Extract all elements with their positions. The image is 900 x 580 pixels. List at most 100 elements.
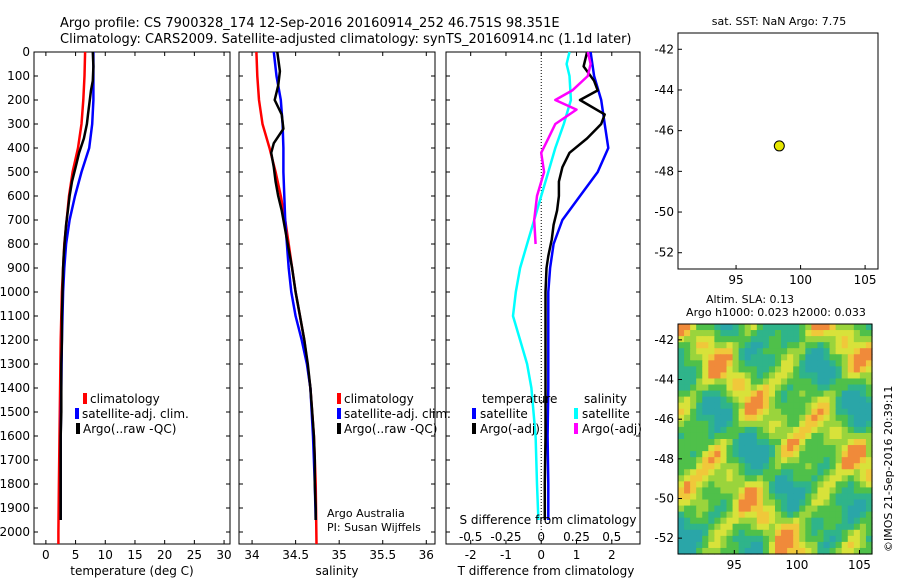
heatmap-cell <box>690 324 697 331</box>
heatmap-cell <box>744 396 752 404</box>
legend-label-satellite: satellite-adj. clim. <box>82 407 189 421</box>
heatmap-cell <box>865 451 873 458</box>
heatmap-cell <box>690 535 697 543</box>
heatmap-cell <box>847 342 855 349</box>
heatmap-cell <box>841 414 849 422</box>
heatmap-cell <box>678 324 685 331</box>
heatmap-cell <box>865 366 873 374</box>
heatmap-cell <box>720 432 728 440</box>
heatmap-cell <box>835 481 843 489</box>
heatmap-cell <box>793 481 800 489</box>
heatmap-cell <box>768 378 776 386</box>
heatmap-cell <box>696 457 703 464</box>
heatmap-cell <box>775 372 782 380</box>
y-tick-label: 1800 <box>0 477 30 491</box>
heatmap-cell <box>762 384 770 392</box>
heatmap-cell <box>678 511 685 519</box>
heatmap-cell <box>768 493 776 501</box>
heatmap-cell <box>762 439 770 446</box>
heatmap-cell <box>781 420 788 428</box>
heatmap-cell <box>720 408 728 416</box>
heatmap-cell <box>811 408 819 416</box>
heatmap-cell <box>690 517 697 525</box>
heatmap-cell <box>738 493 746 501</box>
heatmap-cell <box>799 511 806 519</box>
heatmap-cell <box>823 487 831 495</box>
heatmap-cell <box>768 324 776 331</box>
difference-series-layer <box>511 51 610 521</box>
heatmap-cell <box>847 493 855 501</box>
heatmap-cell <box>853 432 861 440</box>
heatmap-cell <box>708 493 715 501</box>
heatmap-cell <box>853 336 861 343</box>
heatmap-cell <box>708 511 715 519</box>
heatmap-cell <box>859 523 867 531</box>
heatmap-cell <box>847 390 855 398</box>
heatmap-cell <box>805 445 812 452</box>
heatmap-cell <box>799 517 806 525</box>
heatmap-cell <box>859 493 867 501</box>
heatmap-cell <box>799 354 806 361</box>
heatmap-cell <box>732 481 740 489</box>
heatmap-cell <box>787 366 794 374</box>
altimetry-map-frame <box>677 323 873 555</box>
heatmap-cell <box>768 342 776 349</box>
heatmap-cell <box>726 354 734 361</box>
heatmap-cell <box>853 469 861 476</box>
heatmap-cell <box>738 469 746 476</box>
x-tick-label-salinity: 0 <box>537 530 545 544</box>
temperature-series-layer <box>57 51 95 544</box>
heatmap-cell <box>702 390 709 398</box>
heatmap-cell <box>775 463 782 470</box>
heatmap-cell <box>708 378 715 386</box>
heatmap-cell <box>817 457 825 464</box>
heatmap-cell <box>726 378 734 386</box>
heatmap-cell <box>726 463 734 470</box>
heatmap-cell <box>859 541 867 549</box>
heatmap-cell <box>793 505 800 513</box>
heatmap-cell <box>805 475 812 482</box>
heatmap-cell <box>799 378 806 386</box>
heatmap-cell <box>811 499 819 507</box>
heatmap-cell <box>756 360 764 367</box>
heatmap-cell <box>775 354 782 361</box>
heatmap-cell <box>799 408 806 416</box>
heatmap-cell <box>775 336 782 343</box>
heatmap-cell <box>781 408 788 416</box>
heatmap-cell <box>720 414 728 422</box>
heatmap-cell <box>684 493 691 501</box>
heatmap-cell <box>787 487 794 495</box>
heatmap-cell <box>696 336 703 343</box>
heatmap-cell <box>720 348 728 355</box>
heatmap-cell <box>762 336 770 343</box>
heatmap-cell <box>799 469 806 476</box>
heatmap-cell <box>690 547 697 555</box>
heatmap-cell <box>690 432 697 440</box>
heatmap-cell <box>829 366 837 374</box>
heatmap-cell <box>726 420 734 428</box>
heatmap-cell <box>859 336 867 343</box>
heatmap-cell <box>732 342 740 349</box>
map-y-tick-label: -46 <box>654 124 674 138</box>
heatmap-cell <box>793 372 800 380</box>
heatmap-cell <box>696 402 703 410</box>
heatmap-cell <box>859 463 867 470</box>
x-tick-label: 20 <box>157 548 172 562</box>
heatmap-cell <box>787 348 794 355</box>
heatmap-cell <box>684 505 691 513</box>
heatmap-cell <box>762 529 770 537</box>
heatmap-cell <box>744 475 752 482</box>
heatmap-cell <box>708 445 715 452</box>
heatmap-cell <box>781 469 788 476</box>
heatmap-cell <box>841 505 849 513</box>
heatmap-cell <box>690 336 697 343</box>
heatmap-cell <box>793 342 800 349</box>
argo-position-marker <box>773 140 785 152</box>
heatmap-cell <box>835 499 843 507</box>
heatmap-cell <box>756 451 764 458</box>
heatmap-cell <box>829 481 837 489</box>
heatmap-cell <box>799 330 806 337</box>
heatmap-cell <box>756 414 764 422</box>
heatmap-cell <box>823 451 831 458</box>
heatmap-cell <box>859 511 867 519</box>
